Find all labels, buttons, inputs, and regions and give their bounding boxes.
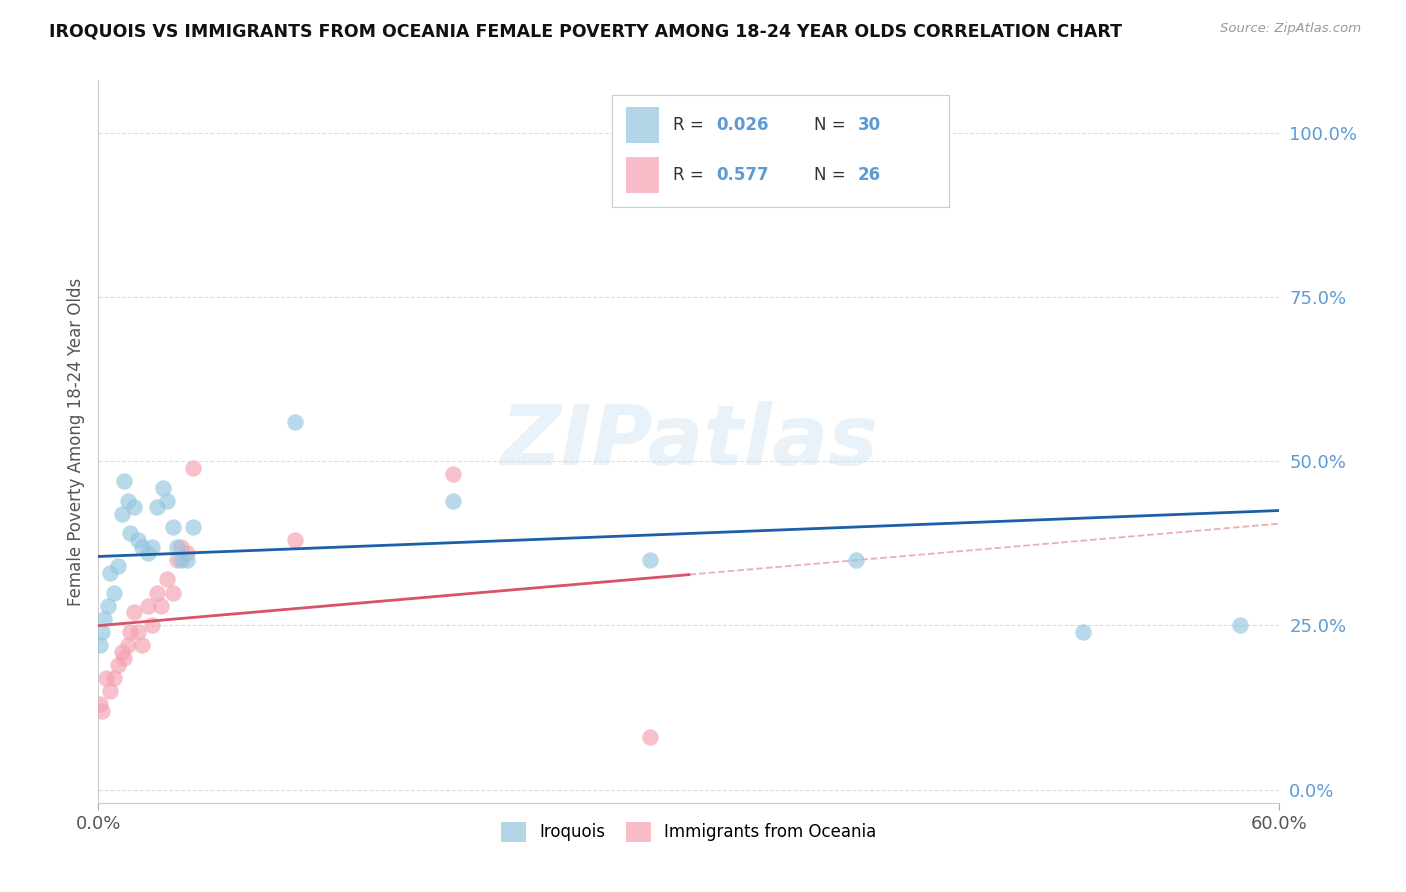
Point <box>131 638 153 652</box>
Point <box>146 500 169 515</box>
Point <box>98 684 121 698</box>
Point <box>127 533 149 547</box>
Point <box>117 493 139 508</box>
Point <box>150 599 173 613</box>
Point <box>141 540 163 554</box>
Point <box>156 493 179 508</box>
Point <box>117 638 139 652</box>
Point <box>96 671 118 685</box>
Point <box>89 638 111 652</box>
Point <box>89 698 111 712</box>
Point <box>156 573 179 587</box>
Point <box>141 618 163 632</box>
Point <box>284 533 307 547</box>
Point <box>103 671 125 685</box>
Point <box>638 730 661 744</box>
Point <box>845 553 868 567</box>
Point <box>97 599 120 613</box>
Point <box>1071 625 1094 640</box>
Point <box>118 625 141 640</box>
Point <box>112 474 135 488</box>
Point <box>93 612 115 626</box>
Point <box>170 553 193 567</box>
Point <box>146 585 169 599</box>
Point <box>111 645 134 659</box>
Point <box>107 657 129 672</box>
Point <box>112 651 135 665</box>
Point <box>162 585 184 599</box>
Point <box>91 704 114 718</box>
Point <box>170 540 193 554</box>
Point <box>441 493 464 508</box>
Point <box>152 481 174 495</box>
Point <box>284 415 307 429</box>
Point <box>98 566 121 580</box>
Point <box>118 526 141 541</box>
Point <box>1229 618 1251 632</box>
Point <box>122 605 145 619</box>
Point <box>136 599 159 613</box>
Point <box>111 507 134 521</box>
Legend: Iroquois, Immigrants from Oceania: Iroquois, Immigrants from Oceania <box>495 815 883 848</box>
Point <box>127 625 149 640</box>
Point <box>181 520 204 534</box>
Point <box>91 625 114 640</box>
Text: IROQUOIS VS IMMIGRANTS FROM OCEANIA FEMALE POVERTY AMONG 18-24 YEAR OLDS CORRELA: IROQUOIS VS IMMIGRANTS FROM OCEANIA FEMA… <box>49 22 1122 40</box>
Point <box>162 520 184 534</box>
Point <box>107 559 129 574</box>
Text: Source: ZipAtlas.com: Source: ZipAtlas.com <box>1220 22 1361 36</box>
Point <box>103 585 125 599</box>
Point <box>122 500 145 515</box>
Point <box>166 540 188 554</box>
Point <box>638 553 661 567</box>
Point <box>176 553 198 567</box>
Point <box>166 553 188 567</box>
Point <box>136 546 159 560</box>
Text: ZIPatlas: ZIPatlas <box>501 401 877 482</box>
Point <box>131 540 153 554</box>
Point <box>441 467 464 482</box>
Point <box>176 546 198 560</box>
Y-axis label: Female Poverty Among 18-24 Year Olds: Female Poverty Among 18-24 Year Olds <box>66 277 84 606</box>
Point <box>181 460 204 475</box>
